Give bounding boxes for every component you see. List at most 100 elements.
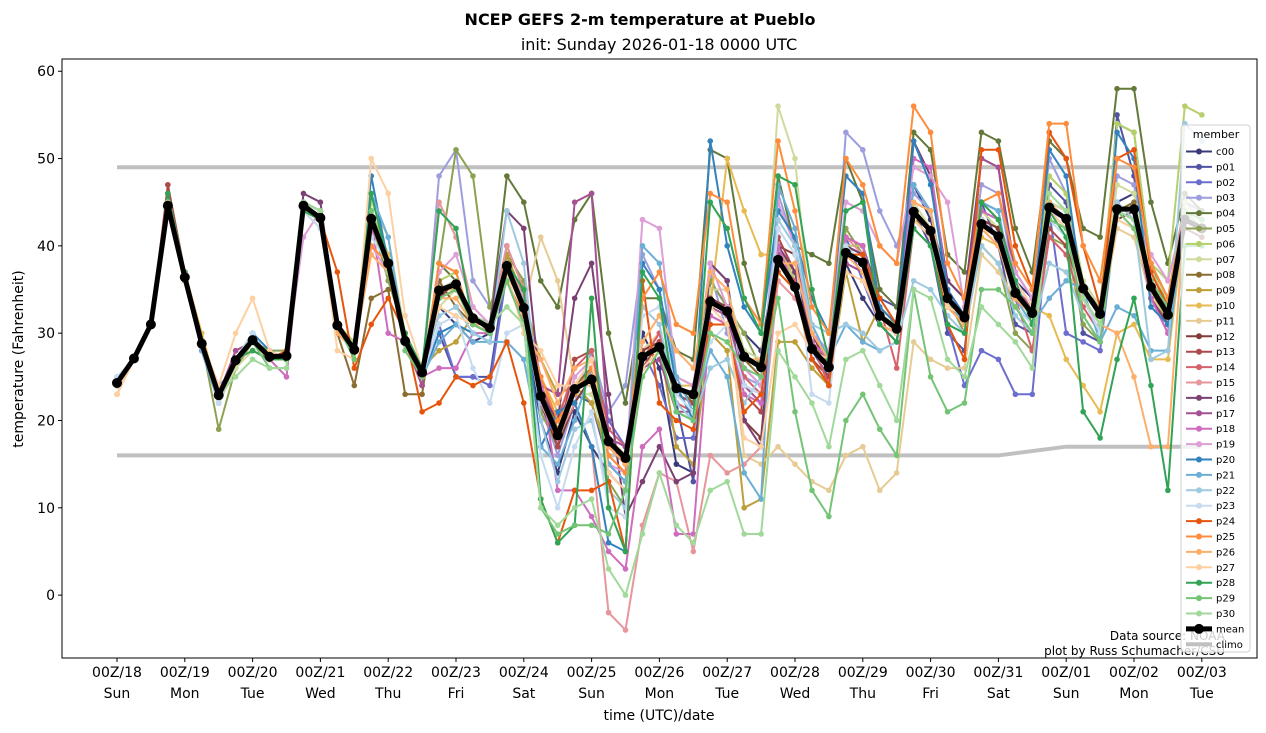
member-point [554, 531, 561, 537]
member-point [809, 400, 815, 406]
member-point [741, 330, 747, 336]
member-point [470, 277, 476, 284]
member-point [334, 269, 341, 275]
member-point [368, 190, 375, 197]
member-point [453, 339, 459, 345]
legend-label: p03 [1216, 193, 1235, 204]
member-point [588, 295, 595, 302]
mean-point [942, 293, 953, 304]
member-point [571, 426, 578, 433]
member-point [673, 531, 680, 537]
mean-point [1112, 204, 1123, 215]
mean-point [400, 336, 411, 347]
mean-point [1078, 283, 1089, 294]
member-point [978, 129, 985, 136]
member-point [470, 382, 476, 389]
mean-point [993, 231, 1004, 242]
member-point [588, 190, 595, 197]
member-point [436, 347, 442, 354]
legend-label: climo [1216, 640, 1243, 651]
member-point [876, 243, 883, 249]
member-point [656, 321, 663, 328]
member-point [537, 505, 544, 511]
mean-point [756, 362, 767, 373]
member-point [639, 478, 646, 485]
x-tick-label: 00Z/31 [973, 665, 1023, 681]
legend-swatch-marker [1196, 487, 1202, 494]
member-point [944, 321, 951, 328]
member-point [1148, 304, 1154, 310]
legend-swatch-marker [1196, 148, 1202, 155]
member-point [266, 365, 273, 371]
member-point [283, 374, 290, 380]
legend-swatch-marker [1194, 623, 1204, 634]
mean-point [128, 353, 139, 364]
mean-point [315, 212, 326, 223]
member-point [995, 216, 1002, 223]
x-tick-label: 00Z/25 [567, 665, 617, 681]
legend-entry-p15: p15 [1186, 378, 1235, 389]
member-point [893, 470, 900, 476]
member-point [571, 505, 578, 511]
member-point [927, 374, 934, 380]
legend-title: member [1193, 128, 1240, 141]
member-point [758, 496, 764, 502]
mean-point [213, 390, 224, 401]
member-point [826, 382, 832, 389]
member-point [724, 374, 730, 380]
legend-label: p14 [1216, 363, 1235, 374]
legend-swatch-marker [1196, 379, 1202, 386]
legend-entry-p01: p01 [1186, 162, 1235, 173]
member-point [504, 173, 510, 179]
mean-point [162, 200, 173, 211]
member-point [826, 487, 832, 494]
mean-point [247, 335, 258, 346]
member-point [944, 356, 951, 363]
member-point [843, 321, 849, 328]
member-point [1063, 356, 1069, 363]
member-point [690, 330, 697, 336]
member-point [809, 304, 815, 310]
member-point [775, 347, 781, 354]
member-point [554, 400, 561, 406]
member-point [554, 487, 561, 494]
mean-point [332, 320, 343, 331]
legend-entry-p30: p30 [1186, 609, 1235, 620]
member-point [605, 609, 612, 616]
mean-point [501, 260, 512, 271]
member-point [1012, 243, 1019, 249]
member-point [995, 286, 1002, 293]
legend-label: p21 [1216, 470, 1235, 481]
member-point [1063, 155, 1069, 162]
member-point [165, 190, 171, 197]
legend-swatch-marker [1196, 441, 1202, 448]
legend-swatch-marker [1196, 610, 1202, 617]
member-point [978, 199, 985, 206]
member-point [741, 208, 747, 214]
member-point [605, 531, 612, 537]
member-point [622, 487, 629, 494]
member-point [453, 147, 459, 153]
member-point [724, 199, 730, 206]
legend-label: p18 [1216, 424, 1235, 435]
member-point [1029, 391, 1036, 398]
member-point [605, 505, 612, 511]
member-point [436, 199, 442, 206]
mean-point [1129, 204, 1139, 215]
legend-label: p07 [1216, 255, 1235, 266]
member-point [792, 374, 798, 380]
legend-label: p05 [1216, 224, 1235, 235]
member-point [1063, 330, 1069, 336]
member-point [639, 339, 646, 345]
legend-entry-p08: p08 [1186, 270, 1235, 281]
member-point [843, 452, 849, 459]
mean-point [1061, 213, 1072, 224]
member-point [792, 461, 798, 467]
member-point [368, 155, 375, 162]
member-point [860, 295, 866, 302]
x-tick-label: 00Z/24 [499, 665, 549, 681]
mean-point [840, 247, 851, 258]
legend-swatch-marker [1196, 456, 1202, 463]
member-point [927, 173, 934, 179]
member-point [792, 243, 798, 249]
